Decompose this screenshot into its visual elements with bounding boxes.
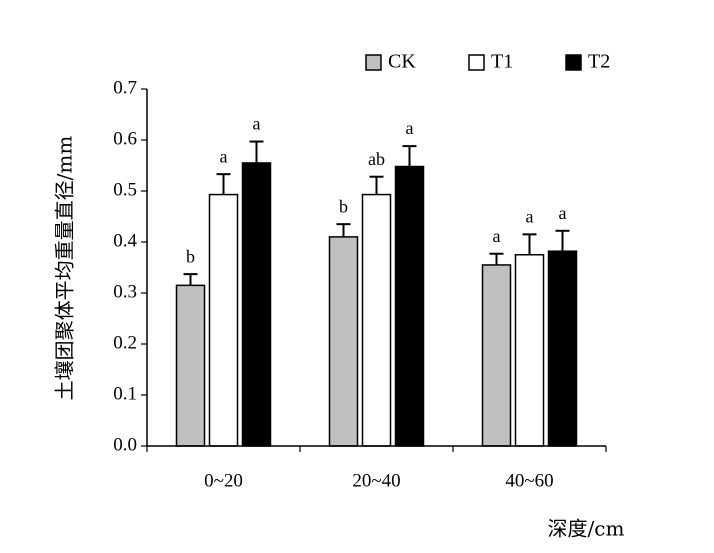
y-tick-label: 0.3 bbox=[113, 281, 137, 302]
bar-group: b ab a bbox=[328, 118, 425, 447]
x-tick-label: 0~20 bbox=[204, 470, 243, 491]
bar-group: b a a bbox=[175, 114, 272, 447]
data-label: ab bbox=[368, 149, 385, 169]
y-tick-label: 0.2 bbox=[113, 332, 137, 353]
bar bbox=[547, 250, 578, 447]
data-label: a bbox=[220, 146, 228, 166]
legend-swatch bbox=[365, 54, 382, 71]
y-tick-label: 0.0 bbox=[113, 434, 137, 455]
data-label: b bbox=[339, 196, 348, 216]
data-label: a bbox=[559, 203, 567, 223]
axes: 0.0 0.1 0.2 0.3 0.4 0.5 0.6 0.7 0~20 20~40 40~60 bbox=[113, 77, 607, 491]
legend-swatch bbox=[468, 54, 485, 71]
y-tick-label: 0.6 bbox=[113, 128, 137, 149]
bar bbox=[514, 254, 545, 447]
x-tick-label: 40~60 bbox=[505, 470, 553, 491]
legend: CK T1 T2 bbox=[365, 51, 610, 73]
data-label: a bbox=[526, 206, 534, 226]
bar-group: a a a bbox=[481, 203, 578, 447]
y-tick-label: 0.7 bbox=[113, 77, 137, 98]
y-tick-label: 0.1 bbox=[113, 383, 137, 404]
x-axis-title: 深度/cm bbox=[548, 517, 625, 541]
x-tick-label: 20~40 bbox=[352, 470, 400, 491]
bar bbox=[481, 264, 512, 447]
y-tick-label: 0.4 bbox=[113, 230, 137, 251]
bar bbox=[361, 193, 392, 447]
bar bbox=[394, 165, 425, 447]
bar bbox=[328, 236, 359, 447]
legend-label: T2 bbox=[588, 51, 610, 73]
data-label: b bbox=[186, 246, 195, 266]
y-axis-title: 土壤团聚体平均重量直径/mm bbox=[53, 136, 77, 401]
data-label: a bbox=[406, 118, 414, 138]
legend-label: CK bbox=[388, 51, 416, 73]
legend-swatch bbox=[565, 54, 582, 71]
bar bbox=[208, 193, 239, 447]
data-label: a bbox=[253, 114, 261, 134]
y-tick-label: 0.5 bbox=[113, 179, 137, 200]
legend-label: T1 bbox=[491, 51, 513, 73]
data-label: a bbox=[493, 226, 501, 246]
bar bbox=[175, 284, 206, 447]
bar bbox=[241, 162, 272, 447]
